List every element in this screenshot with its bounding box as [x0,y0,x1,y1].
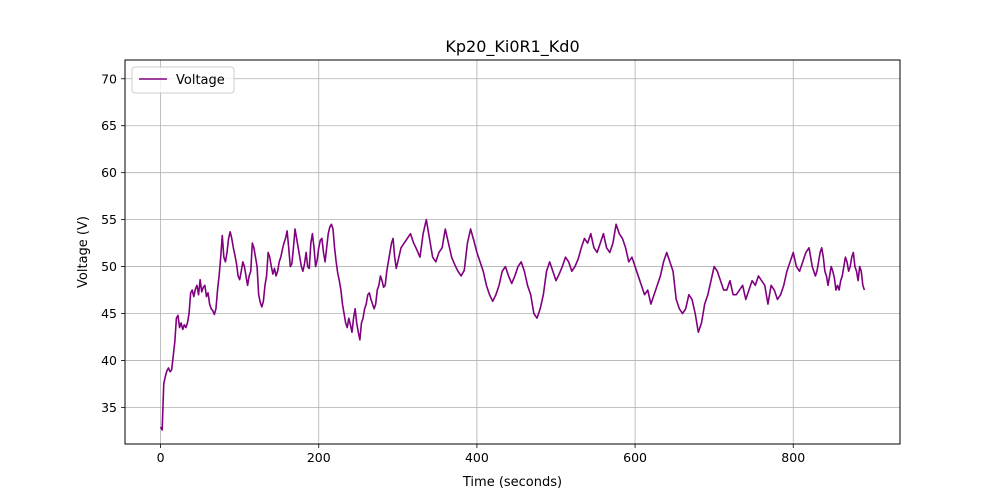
y-tick-label: 55 [101,212,117,227]
y-tick-label: 65 [101,118,117,133]
y-axis-label: Voltage (V) [76,216,91,288]
legend-label-voltage: Voltage [176,73,225,88]
y-tick-label: 35 [101,400,117,415]
y-tick-label: 45 [101,306,117,321]
y-tick-label: 50 [101,259,117,274]
x-tick-label: 600 [623,450,647,465]
y-tick-label: 60 [101,165,117,180]
x-tick-label: 0 [157,450,165,465]
x-tick-label: 400 [465,450,489,465]
x-tick-label: 800 [781,450,805,465]
x-axis-label: Time (seconds) [462,475,562,490]
chart-title: Kp20_Ki0R1_Kd0 [445,37,579,57]
x-tick-label: 200 [307,450,331,465]
legend: Voltage [132,67,234,93]
y-tick-label: 40 [101,353,117,368]
y-tick-label: 70 [101,71,117,86]
